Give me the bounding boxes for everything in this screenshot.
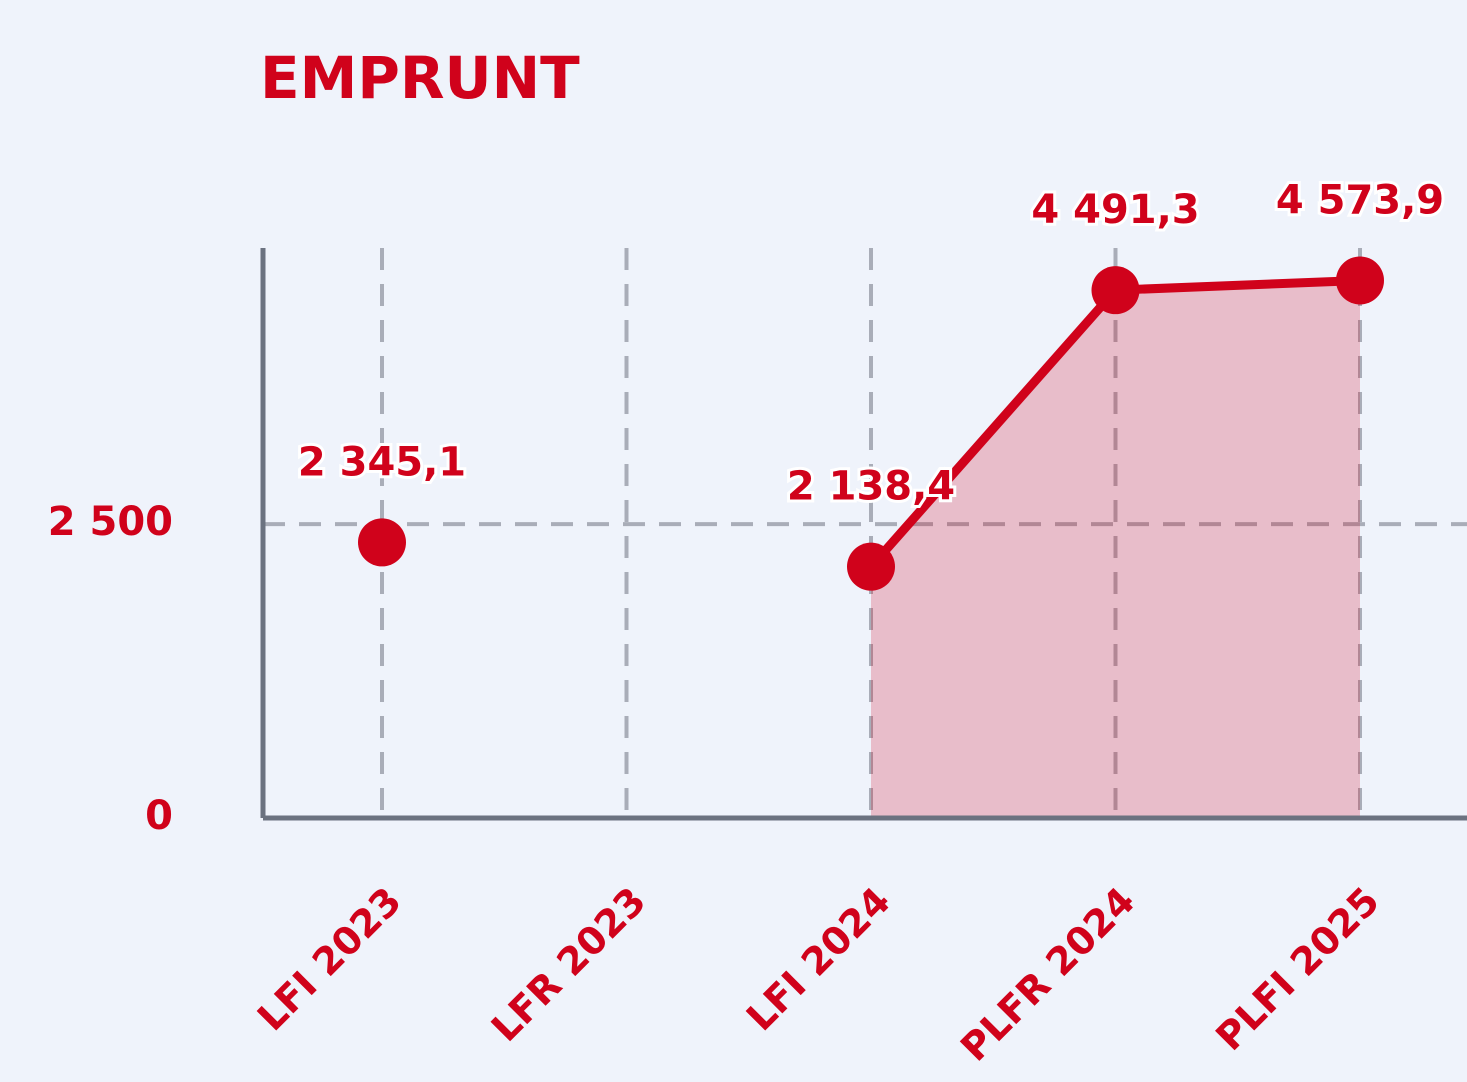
data-label: 2 345,1 — [298, 439, 466, 485]
point — [847, 542, 895, 591]
data-label: 2 138,4 — [787, 464, 955, 510]
area — [382, 280, 1360, 818]
y-tick-label: 0 — [145, 793, 173, 839]
point — [1091, 266, 1140, 315]
chart-title: EMPRUNT — [260, 44, 580, 112]
point — [1336, 256, 1384, 305]
y-tick-label: 2 500 — [48, 499, 173, 545]
data-label: 4 573,9 — [1276, 177, 1444, 223]
data-label: 4 491,3 — [1031, 187, 1199, 233]
point — [358, 518, 406, 567]
